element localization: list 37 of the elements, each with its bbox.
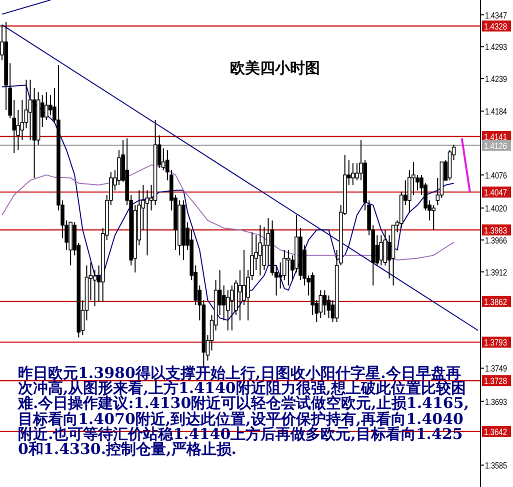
ref-line-label: 1.4047: [484, 188, 512, 198]
y-tick-label: 1.3966: [485, 235, 513, 246]
candlestick: [230, 284, 234, 331]
candlestick: [286, 250, 290, 286]
candlestick: [258, 224, 262, 276]
ref-line-label: 1.3862: [484, 296, 512, 307]
y-tick-label: 1.3912: [485, 267, 513, 278]
y-tick-label: 1.4293: [485, 42, 513, 52]
y-tick-label: 1.4239: [485, 74, 513, 84]
candlestick: [318, 290, 323, 318]
candlestick: [379, 234, 384, 266]
candlestick: [238, 270, 242, 321]
y-tick-label: 1.4076: [485, 170, 513, 180]
candlestick: [432, 204, 436, 230]
candlestick: [28, 79, 32, 141]
ref-line-label: 1.3983: [484, 225, 512, 236]
candlestick: [226, 290, 230, 331]
candlestick: [44, 92, 48, 120]
candlestick: [278, 262, 282, 289]
candlestick: [24, 79, 28, 129]
ref-line-label: 1.3642: [484, 426, 512, 437]
y-tick-label: 1.4020: [485, 204, 513, 214]
y-tick-label: 1.4347: [485, 10, 513, 20]
ref-line-label: 1.3728: [484, 376, 512, 386]
text: 欧美四小时图: [230, 59, 320, 77]
candlestick: [145, 190, 150, 256]
y-tick-label: 1.3585: [485, 460, 513, 471]
y-tick-label: 1.4184: [485, 106, 513, 117]
y-tick-label: 1.3693: [485, 396, 513, 407]
candlestick: [351, 162, 355, 186]
candlestick: [322, 290, 327, 316]
ref-line-label: 1.4126: [484, 140, 512, 151]
ref-line-label: 1.4141: [484, 132, 512, 142]
y-tick-label: 1.3749: [485, 364, 513, 374]
ref-line-label: 1.3793: [484, 338, 512, 348]
candlestick: [326, 295, 331, 318]
ref-line-label: 1.4328: [484, 22, 512, 32]
